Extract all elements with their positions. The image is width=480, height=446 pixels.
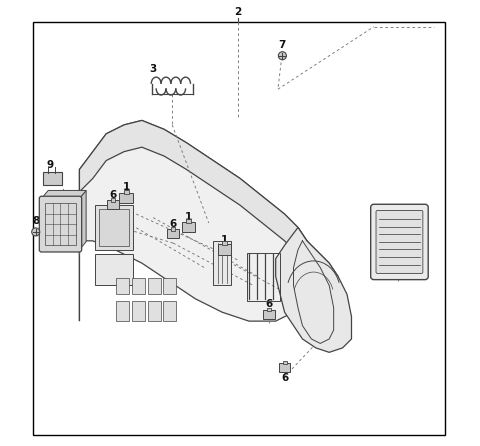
Bar [95, 254, 133, 285]
Polygon shape [79, 190, 86, 250]
Bar [132, 278, 145, 294]
FancyBboxPatch shape [43, 172, 61, 185]
Bar [163, 301, 176, 321]
Bar [117, 301, 130, 321]
Polygon shape [276, 227, 351, 352]
FancyBboxPatch shape [182, 222, 195, 232]
Text: 2: 2 [234, 8, 241, 17]
Text: 5: 5 [395, 267, 402, 277]
Text: 6: 6 [265, 299, 273, 309]
Text: 6: 6 [169, 219, 177, 229]
FancyBboxPatch shape [107, 200, 119, 209]
Text: 9: 9 [47, 160, 54, 170]
Bar [148, 278, 161, 294]
Bar [124, 190, 129, 194]
Bar [95, 205, 133, 250]
Text: 1: 1 [185, 212, 192, 222]
FancyBboxPatch shape [39, 196, 82, 252]
FancyBboxPatch shape [120, 193, 133, 203]
Polygon shape [79, 120, 307, 321]
Bar [117, 278, 130, 294]
Bar [98, 209, 130, 246]
Text: 4: 4 [47, 229, 54, 239]
Bar [213, 241, 231, 285]
Bar [111, 198, 115, 202]
FancyBboxPatch shape [264, 310, 275, 318]
Polygon shape [79, 120, 338, 290]
Text: 1: 1 [221, 235, 228, 245]
FancyBboxPatch shape [279, 363, 290, 372]
Bar [148, 301, 161, 321]
Bar [132, 301, 145, 321]
Text: 8: 8 [32, 216, 39, 226]
Bar [283, 361, 287, 364]
Circle shape [32, 228, 40, 236]
FancyBboxPatch shape [217, 244, 231, 255]
FancyBboxPatch shape [371, 204, 428, 280]
Text: 6: 6 [109, 190, 117, 200]
Bar [222, 241, 227, 245]
FancyBboxPatch shape [168, 229, 179, 238]
FancyBboxPatch shape [376, 211, 423, 273]
Bar [186, 219, 191, 223]
Text: 6: 6 [281, 373, 288, 383]
Bar [45, 203, 76, 245]
Bar [267, 308, 271, 311]
Bar [171, 227, 175, 231]
Polygon shape [42, 190, 86, 198]
Circle shape [278, 52, 287, 60]
Bar [247, 253, 280, 301]
Bar [163, 278, 176, 294]
Text: 7: 7 [279, 40, 286, 50]
Text: 3: 3 [149, 64, 156, 74]
Text: 1: 1 [123, 182, 130, 192]
